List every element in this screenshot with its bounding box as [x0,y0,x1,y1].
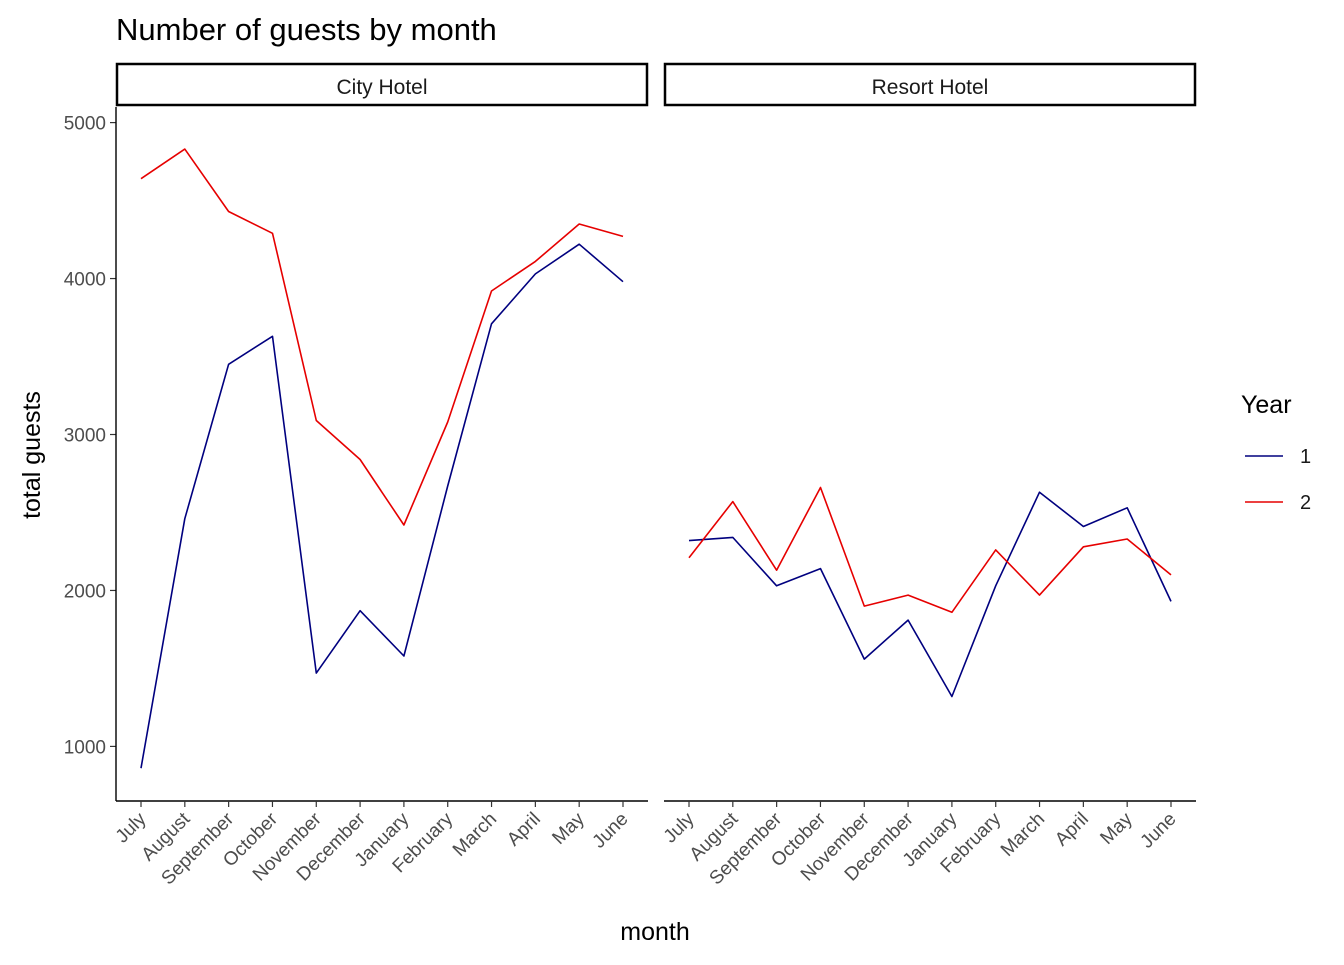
x-tick-label: March [997,809,1049,861]
facet-strip-label: City Hotel [336,76,427,99]
legend-label-2: 2 [1300,492,1311,514]
series-line-year-1 [140,243,624,769]
x-tick-label: June [1137,809,1181,853]
legend-title: Year [1241,391,1292,419]
x-tick-label: July [112,808,151,847]
facet-strip-label: Resort Hotel [872,76,989,99]
y-tick-label: 2000 [64,581,106,602]
legend-label-1: 1 [1300,446,1311,468]
panel-city-hotel: City HotelJulyAugustSeptemberOctoberNove… [112,62,649,889]
y-axis-title: total guests [18,391,46,519]
facet-strip [663,62,1197,107]
x-tick-label: May [1096,808,1137,849]
series-line-year-2 [140,148,624,526]
y-tick-label: 5000 [64,114,106,135]
panel-resort-hotel: Resort HotelJulyAugustSeptemberOctoberNo… [660,62,1197,889]
series-line-year-2 [688,486,1172,614]
x-tick-label: March [449,809,501,861]
series-line-year-1 [688,491,1172,698]
x-tick-label: April [503,809,545,851]
x-axis-title: month [620,918,689,946]
facet-strip [115,62,649,107]
x-tick-label: June [589,809,633,853]
x-tick-label: May [548,808,589,849]
y-tick-label: 4000 [64,270,106,291]
x-tick-label: April [1051,809,1093,851]
y-tick-label: 1000 [64,737,106,758]
y-tick-label: 3000 [64,426,106,447]
chart-title: Number of guests by month [116,12,497,47]
legend: Year 1 2 [1241,391,1311,514]
x-tick-label: July [660,808,699,847]
